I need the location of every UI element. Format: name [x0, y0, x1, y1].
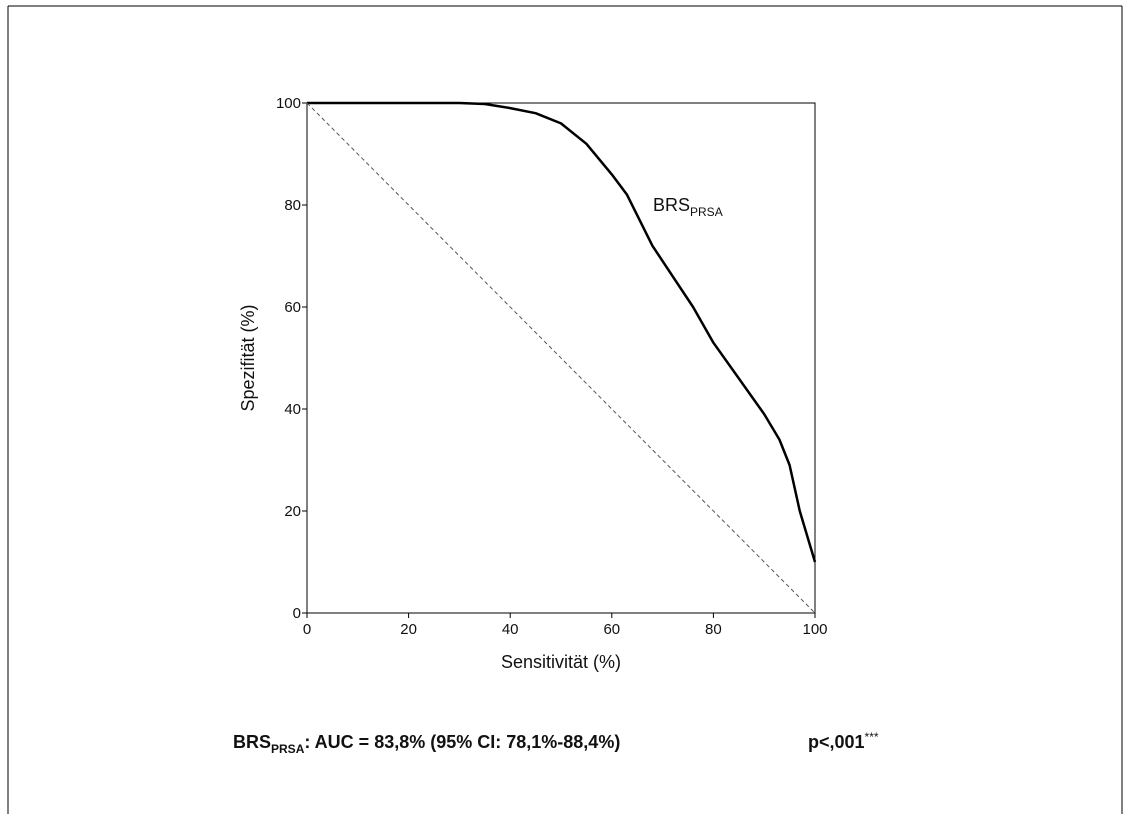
y-axis-label: Spezifität (%)	[238, 304, 258, 411]
caption-sub: PRSA	[271, 742, 305, 756]
plot-frame	[306, 102, 816, 614]
x-tick-label: 0	[303, 621, 311, 638]
x-tick-label: 40	[502, 621, 519, 638]
annotation-main: BRS	[653, 195, 690, 215]
y-tick-label: 100	[276, 95, 301, 112]
caption: BRSPRSA: AUC = 83,8% (95% CI: 78,1%-88,4…	[233, 732, 620, 756]
y-tick-label: 60	[284, 299, 301, 316]
p-value: p<,001***	[808, 730, 879, 752]
p-text: p<,001	[808, 732, 865, 752]
y-tick-label: 20	[284, 503, 301, 520]
caption-text: : AUC = 83,8% (95% CI: 78,1%-88,4%)	[304, 732, 620, 752]
y-tick-label: 40	[284, 401, 301, 418]
y-tick-label: 0	[293, 605, 301, 622]
x-tick-label: 20	[400, 621, 417, 638]
y-tick-label: 80	[284, 197, 301, 214]
p-sup: ***	[865, 730, 879, 744]
x-tick-label: 80	[705, 621, 722, 638]
annotation: BRSPRSA	[653, 195, 723, 219]
reference-line	[306, 102, 816, 614]
annotation-sub: PRSA	[690, 205, 723, 219]
x-axis-label: Sensitivität (%)	[501, 652, 621, 672]
roc-curve	[307, 101, 817, 563]
x-tick-label: 60	[603, 621, 620, 638]
x-tick-label: 100	[802, 621, 827, 638]
caption-main: BRS	[233, 732, 271, 752]
